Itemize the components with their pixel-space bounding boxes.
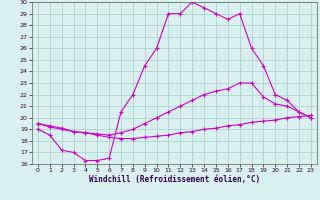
- X-axis label: Windchill (Refroidissement éolien,°C): Windchill (Refroidissement éolien,°C): [89, 175, 260, 184]
